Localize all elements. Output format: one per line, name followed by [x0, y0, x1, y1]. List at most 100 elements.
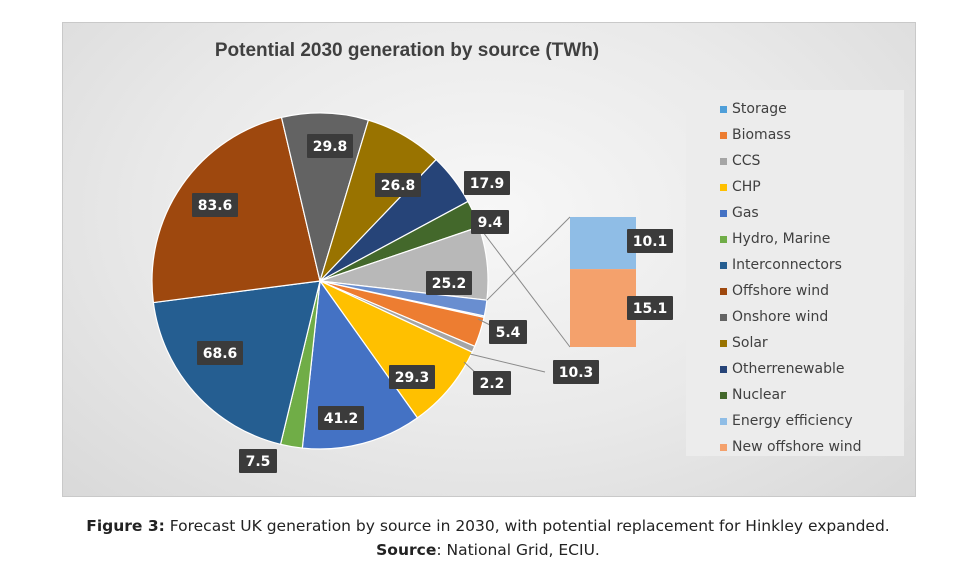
data-label-biomass: 10.3	[553, 360, 599, 384]
legend-swatch	[720, 157, 727, 165]
legend-item-offshore-wind: Offshore wind	[720, 278, 904, 304]
legend: Storage Biomass CCS CHP Gas Hydro, Marine Inte…	[686, 90, 904, 456]
breakout-label-new-offshore-wind-text: 15.1	[633, 301, 668, 317]
legend-swatch	[720, 443, 727, 451]
caption-line-1: Figure 3: Forecast UK generation by sour…	[0, 514, 976, 538]
legend-item-new-offshore-wind: New offshore wind	[720, 434, 904, 460]
breakout-label-energy-efficiency: 10.1	[627, 229, 673, 253]
legend-label: Biomass	[732, 127, 791, 143]
legend-item-nuclear: Nuclear	[720, 382, 904, 408]
legend-swatch	[720, 339, 727, 347]
data-label-ccs: 2.2	[473, 371, 511, 395]
caption-line-2: Source: National Grid, ECIU.	[0, 538, 976, 562]
data-label-other-renewable-text: 17.9	[470, 176, 505, 192]
data-label-biomass-box	[553, 360, 599, 384]
legend-swatch	[720, 417, 727, 425]
data-label-energy-efficiency-text: 5.4	[496, 325, 521, 341]
legend-label: Hydro, Marine	[732, 231, 831, 247]
data-label-hydro-marine-text: 7.5	[246, 454, 271, 470]
data-label-nuclear: 9.4	[471, 210, 509, 234]
figure-label: Figure 3:	[86, 517, 165, 535]
data-label-biomass-text: 10.3	[559, 365, 594, 381]
figure-caption: Figure 3: Forecast UK generation by sour…	[0, 514, 976, 562]
legend-item-ccs: CCS	[720, 148, 904, 174]
legend-item-gas: Gas	[720, 200, 904, 226]
legend-label: Onshore wind	[732, 309, 829, 325]
data-label-onshore-wind-box	[307, 134, 353, 158]
legend-item-hydro-marine: Hydro, Marine	[720, 226, 904, 252]
leader-line-energy-efficiency	[477, 318, 491, 326]
legend-label: Otherrenewable	[732, 361, 845, 377]
legend-label: Nuclear	[732, 387, 786, 403]
data-label-onshore-wind: 29.8	[307, 134, 353, 158]
data-label-hydro-marine: 7.5	[239, 449, 277, 473]
data-label-energy-efficiency: 5.4	[489, 320, 527, 344]
legend-item-solar: Solar	[720, 330, 904, 356]
data-label-interconnectors: 68.6	[197, 341, 243, 365]
legend-swatch	[720, 183, 727, 191]
data-label-nuclear-text: 9.4	[478, 215, 503, 231]
data-label-hinkley-box	[426, 271, 472, 295]
data-label-ccs-text: 2.2	[480, 376, 505, 392]
legend-label: CCS	[732, 153, 761, 169]
data-label-gas: 41.2	[318, 406, 364, 430]
data-label-nuclear-box	[471, 210, 509, 234]
data-label-gas-text: 41.2	[324, 411, 359, 427]
data-label-chp: 29.3	[389, 365, 435, 389]
data-label-other-renewable-box	[464, 171, 510, 195]
legend-item-storage: Storage	[720, 96, 904, 122]
data-label-hydro-marine-box	[239, 449, 277, 473]
data-label-other-renewable: 17.9	[464, 171, 510, 195]
legend-swatch	[720, 131, 727, 139]
legend-label: New offshore wind	[732, 439, 862, 455]
legend-swatch	[720, 235, 727, 243]
legend-item-biomass: Biomass	[720, 122, 904, 148]
data-label-hinkley-text: 25.2	[432, 276, 467, 292]
figure-text: Forecast UK generation by source in 2030…	[164, 517, 890, 535]
legend-swatch	[720, 391, 727, 399]
breakout-connector-top	[486, 216, 571, 301]
data-label-offshore-wind-box	[192, 193, 238, 217]
breakout-label-energy-efficiency-box	[627, 229, 673, 253]
chart-title: Potential 2030 generation by source (TWh…	[214, 40, 600, 61]
data-label-gas-box	[318, 406, 364, 430]
data-label-energy-efficiency-box	[489, 320, 527, 344]
legend-label: Gas	[732, 205, 759, 221]
legend-item-interconnectors: Interconnectors	[720, 252, 904, 278]
data-label-onshore-wind-text: 29.8	[313, 139, 348, 155]
breakout-segment-new-offshore-wind	[570, 269, 636, 347]
data-label-offshore-wind: 83.6	[192, 193, 238, 217]
breakout-label-new-offshore-wind: 15.1	[627, 296, 673, 320]
legend-label: Offshore wind	[732, 283, 830, 299]
data-label-solar: 26.8	[375, 173, 421, 197]
legend-item-chp: CHP	[720, 174, 904, 200]
legend-swatch	[720, 313, 727, 321]
breakout-segment-energy-efficiency	[570, 217, 636, 270]
legend-item-onshore-wind: Onshore wind	[720, 304, 904, 330]
data-label-offshore-wind-text: 83.6	[198, 198, 233, 214]
data-label-interconnectors-box	[197, 341, 243, 365]
data-label-ccs-box	[473, 371, 511, 395]
data-label-hinkley: 25.2	[426, 271, 472, 295]
source-label: Source	[376, 541, 437, 559]
pie-slice-energy-efficiency	[319, 280, 488, 317]
leader-line-biomass	[469, 353, 546, 373]
legend-item-energy-efficiency: Energy efficiency	[720, 408, 904, 434]
legend-item-otherrenewable: Otherrenewable	[720, 356, 904, 382]
data-label-interconnectors-text: 68.6	[203, 346, 238, 362]
legend-label: Energy efficiency	[732, 413, 853, 429]
data-label-chp-box	[389, 365, 435, 389]
legend-swatch	[720, 209, 727, 217]
legend-swatch	[720, 105, 727, 113]
legend-label: CHP	[732, 179, 761, 195]
source-text: : National Grid, ECIU.	[436, 541, 600, 559]
data-label-solar-text: 26.8	[381, 178, 416, 194]
legend-label: Solar	[732, 335, 768, 351]
breakout-connector-bottom	[478, 226, 571, 348]
legend-swatch	[720, 365, 727, 373]
data-label-chp-text: 29.3	[395, 370, 430, 386]
legend-label: Interconnectors	[732, 257, 842, 273]
legend-swatch	[720, 287, 727, 295]
legend-label: Storage	[732, 101, 787, 117]
